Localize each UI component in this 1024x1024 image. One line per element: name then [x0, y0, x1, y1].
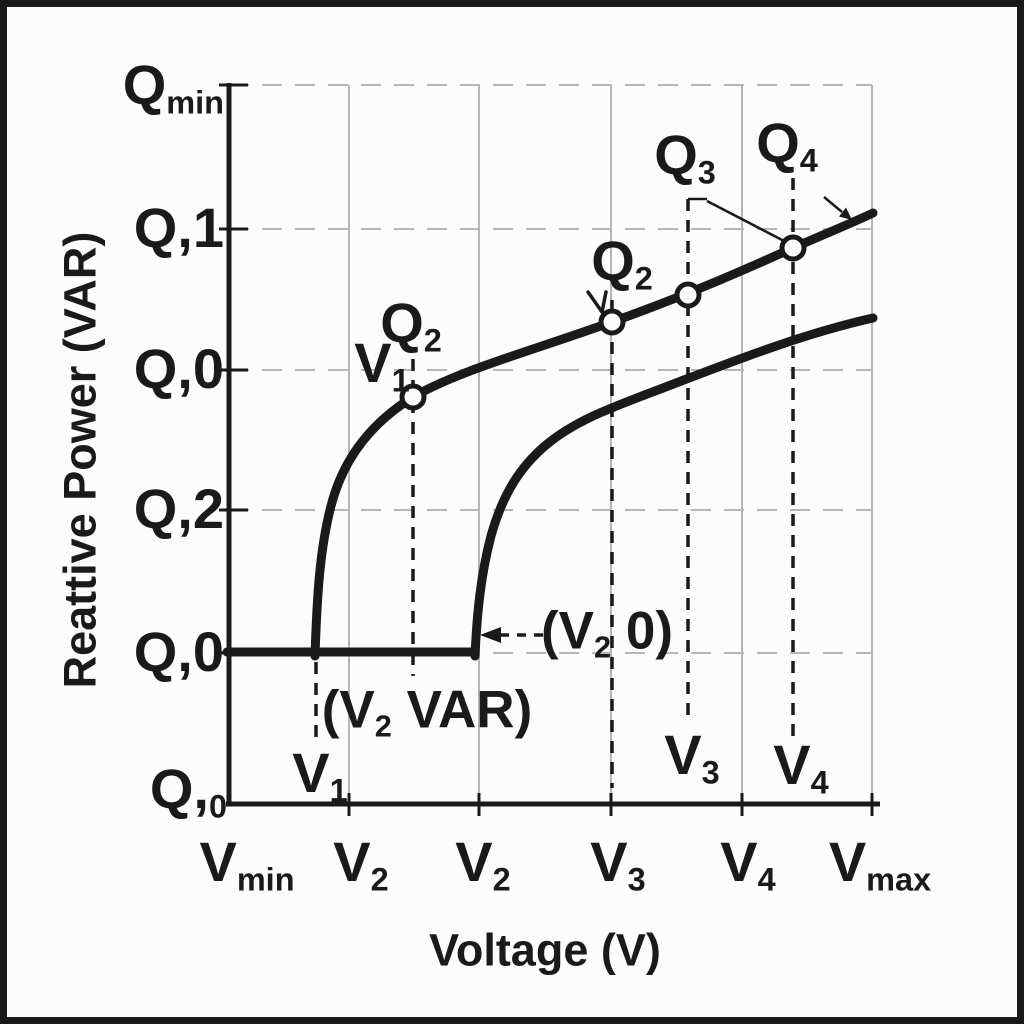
y-tick-label-q2: Q,2 [133, 476, 224, 540]
annotation-q2-mid: Q2 [591, 228, 653, 297]
y-axis-title: Reattive Power (VAR) [54, 231, 106, 689]
y-tick-label-qmin: Qmin [122, 52, 224, 121]
annotation-v1-bottom: V1 [292, 740, 348, 809]
curve-point-marker-0 [399, 383, 427, 411]
x-tick-label-vmax: Vmax [828, 830, 932, 898]
y-tick-label-q1: Q,1 [133, 195, 224, 259]
annotation-q3: Q3 [654, 122, 716, 191]
q3-to-q4-leader-line [706, 199, 785, 243]
v2-0-arrowhead [480, 627, 501, 643]
curve-point-marker-2 [674, 281, 702, 309]
annotation-v1-point: V1 [354, 330, 410, 399]
annotation-v3-bottom: V3 [664, 722, 720, 791]
x-tick-label-v2b: V2 [455, 830, 511, 898]
x-tick-label-v3: V3 [590, 830, 646, 898]
q2-leader-vee [586, 290, 608, 314]
annotation-q2-at-v1: Q2 [380, 290, 442, 359]
annotation-v2-0: (V2 0) [541, 601, 673, 665]
y-tick-label-q0c: Q,0 [149, 756, 227, 825]
q4-arrow-line [823, 196, 843, 213]
x-tick-label-v2a: V2 [333, 830, 389, 898]
annotation-q4: Q4 [756, 110, 818, 179]
annotation-v4-bottom: V4 [773, 732, 829, 801]
x-tick-label-vmin: Vmin [199, 830, 295, 898]
q4-arrowhead [839, 207, 852, 220]
curve-point-marker-3 [779, 234, 807, 262]
curve-point-marker-1 [598, 308, 626, 336]
y-tick-label-q0b: Q,0 [133, 619, 224, 683]
lower-var-curve [470, 313, 878, 661]
y-tick-label-q0a: Q,0 [133, 336, 224, 400]
x-tick-label-v4: V4 [720, 830, 776, 898]
annotation-v2-var: (V2 VAR) [321, 680, 533, 744]
x-axis-title: Voltage (V) [429, 924, 661, 976]
